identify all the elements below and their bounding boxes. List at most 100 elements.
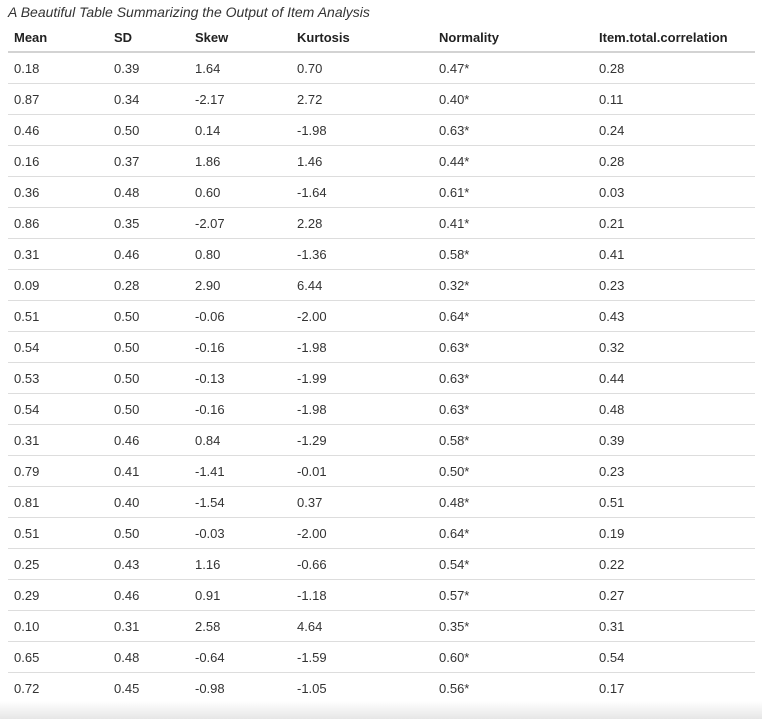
table-cell: 0.36 [8,176,108,208]
table-cell: 0.63* [433,331,593,363]
table-cell: 0.56* [433,672,593,703]
table-cell: 0.46 [8,114,108,146]
table-cell: 0.43 [108,548,189,580]
table-row: 0.51 0.50 -0.06 -2.00 0.64* 0.43 [8,300,755,332]
table-cell: 2.72 [291,83,433,115]
table-cell: 0.84 [189,424,291,456]
table-cell: -1.36 [291,238,433,270]
table-cell: 0.57* [433,579,593,611]
table-cell: -0.01 [291,455,433,487]
table-cell: 0.54 [8,393,108,425]
table-cell: -1.05 [291,672,433,703]
table-cell: 0.25 [8,548,108,580]
table-row: 0.36 0.48 0.60 -1.64 0.61* 0.03 [8,176,755,208]
table-cell: 0.35 [108,207,189,239]
table-cell: 0.58* [433,238,593,270]
table-cell: 0.46 [108,579,189,611]
table-cell: 0.23 [593,269,755,301]
table-row: 0.54 0.50 -0.16 -1.98 0.63* 0.32 [8,331,755,363]
table: Mean SD Skew Kurtosis Normality Item.total.co… [8,24,755,703]
table-cell: 0.60* [433,641,593,673]
column-header: SD [108,24,189,53]
table-cell: 0.11 [593,83,755,115]
table-cell: 0.50* [433,455,593,487]
table-cell: 6.44 [291,269,433,301]
table-cell: 0.35* [433,610,593,642]
table-cell: 0.70 [291,51,433,84]
table-row: 0.18 0.39 1.64 0.70 0.47* 0.28 [8,51,755,84]
table-cell: 0.91 [189,579,291,611]
table-cell: 0.64* [433,517,593,549]
table-cell: -1.98 [291,331,433,363]
table-cell: -1.54 [189,486,291,518]
table-cell: 0.28 [593,51,755,84]
table-cell: 0.40 [108,486,189,518]
table-cell: -0.13 [189,362,291,394]
table-cell: 2.58 [189,610,291,642]
table-row: 0.16 0.37 1.86 1.46 0.44* 0.28 [8,145,755,177]
table-cell: 0.09 [8,269,108,301]
table-cell: 0.21 [593,207,755,239]
table-cell: -1.29 [291,424,433,456]
table-cell: 0.37 [291,486,433,518]
table-cell: 0.39 [593,424,755,456]
table-row: 0.31 0.46 0.84 -1.29 0.58* 0.39 [8,424,755,456]
table-cell: 0.16 [8,145,108,177]
table-cell: -1.64 [291,176,433,208]
column-header: Skew [189,24,291,53]
table-cell: -2.00 [291,300,433,332]
table-cell: 0.54 [8,331,108,363]
table-cell: 0.46 [108,424,189,456]
table-cell: 0.58* [433,424,593,456]
table-cell: 0.53 [8,362,108,394]
table-row: 0.09 0.28 2.90 6.44 0.32* 0.23 [8,269,755,301]
table-cell: 0.41 [593,238,755,270]
table-row: 0.51 0.50 -0.03 -2.00 0.64* 0.19 [8,517,755,549]
table-cell: 0.19 [593,517,755,549]
table-cell: 0.27 [593,579,755,611]
column-header: Normality [433,24,593,53]
table-cell: 0.44* [433,145,593,177]
table-cell: 0.18 [8,51,108,84]
table-cell: 0.47* [433,51,593,84]
table-cell: 0.63* [433,393,593,425]
table-row: 0.79 0.41 -1.41 -0.01 0.50* 0.23 [8,455,755,487]
table-cell: 0.50 [108,331,189,363]
table-cell: 0.50 [108,114,189,146]
table-cell: 0.41 [108,455,189,487]
table-row: 0.86 0.35 -2.07 2.28 0.41* 0.21 [8,207,755,239]
table-cell: 0.31 [8,238,108,270]
table-cell: 0.51 [593,486,755,518]
table-cell: 0.63* [433,362,593,394]
table-cell: 0.60 [189,176,291,208]
table-cell: -2.00 [291,517,433,549]
table-row: 0.53 0.50 -0.13 -1.99 0.63* 0.44 [8,362,755,394]
column-header: Mean [8,24,108,53]
table-row: 0.29 0.46 0.91 -1.18 0.57* 0.27 [8,579,755,611]
table-cell: 2.28 [291,207,433,239]
table-cell: 0.54* [433,548,593,580]
table-cell: 0.37 [108,145,189,177]
table-cell: -0.06 [189,300,291,332]
table-cell: -2.07 [189,207,291,239]
table-cell: 0.86 [8,207,108,239]
table-body: 0.18 0.39 1.64 0.70 0.47* 0.28 0.87 0.34 -2.17 2.… [8,51,755,703]
table-cell: 0.32* [433,269,593,301]
table-cell: 0.54 [593,641,755,673]
table-cell: -1.99 [291,362,433,394]
table-cell: 0.31 [593,610,755,642]
table-row: 0.25 0.43 1.16 -0.66 0.54* 0.22 [8,548,755,580]
table-cell: 1.16 [189,548,291,580]
table-cell: 0.28 [593,145,755,177]
table-cell: -1.59 [291,641,433,673]
table-row: 0.10 0.31 2.58 4.64 0.35* 0.31 [8,610,755,642]
table-cell: 0.48 [108,176,189,208]
table-cell: -1.98 [291,114,433,146]
table-cell: 0.79 [8,455,108,487]
table-cell: -0.64 [189,641,291,673]
table-cell: 0.28 [108,269,189,301]
header-row: Mean SD Skew Kurtosis Normality Item.total.co… [8,24,755,53]
table-row: 0.72 0.45 -0.98 -1.05 0.56* 0.17 [8,672,755,703]
table-cell: -0.98 [189,672,291,703]
table-cell: 0.48 [593,393,755,425]
